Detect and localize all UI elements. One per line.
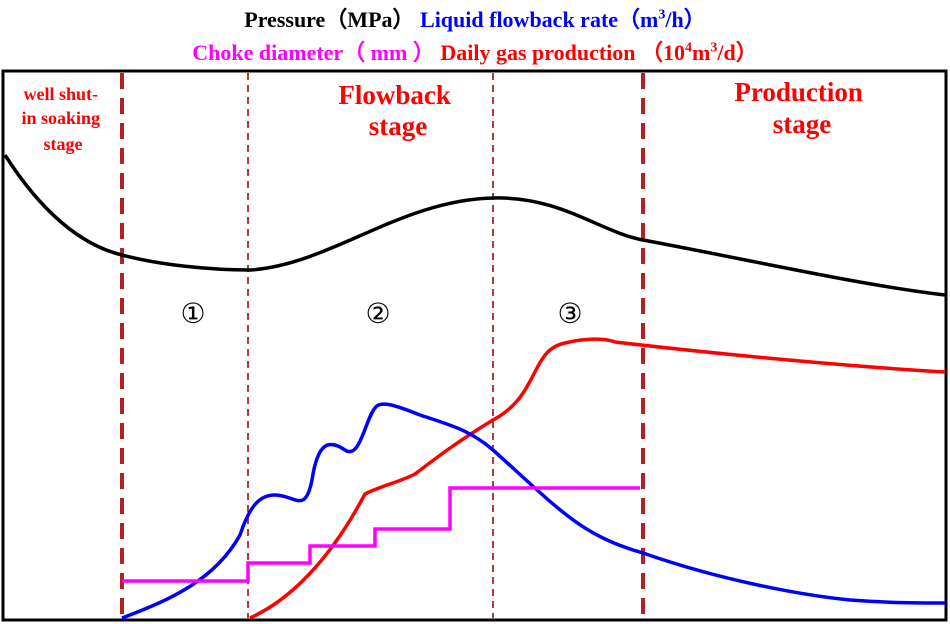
liquid-rate-curve: [121, 402, 946, 620]
legend-row-2: Choke diameter（ mm ） Daily gas productio…: [0, 35, 950, 67]
stage-label-flowback: Flowback stage: [338, 80, 457, 141]
plot-frame: [1, 69, 948, 622]
substage-marker-2: ②: [365, 297, 390, 330]
substage-marker-1: ①: [180, 297, 205, 330]
pressure-curve: [3, 154, 946, 297]
legend-daily-gas: Daily gas production （104m3/d）: [440, 40, 758, 65]
substage-marker-3: ③: [557, 297, 582, 330]
choke-diameter-step: [122, 486, 640, 583]
legend-row-1: Pressure（MPa） Liquid flowback rate（m3/h）: [0, 2, 950, 34]
legend-liquid-rate: Liquid flowback rate（m3/h）: [420, 7, 706, 32]
stage-label-production: Production stage: [734, 77, 869, 139]
legend-pressure: Pressure（MPa）: [244, 7, 415, 32]
daily-gas-curve: [249, 337, 946, 620]
stage-label-soaking: well shut- in soaking stage: [21, 84, 104, 154]
legend-choke-diameter: Choke diameter（ mm ）: [192, 40, 435, 65]
